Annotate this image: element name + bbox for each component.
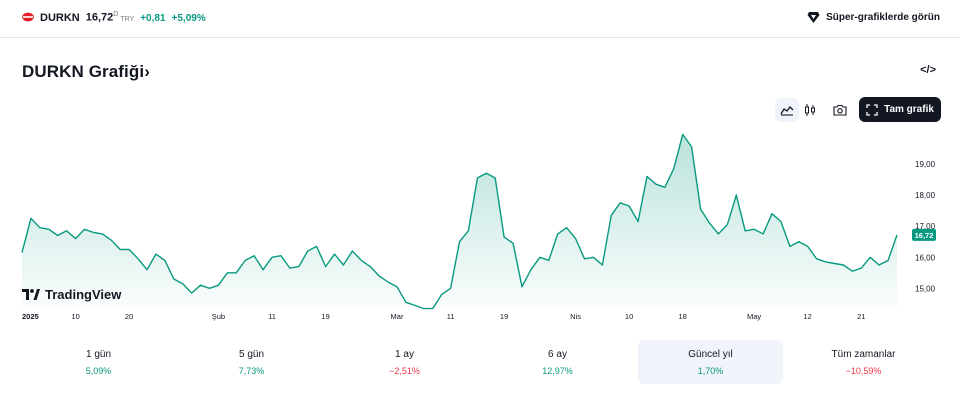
durkn-logo-icon	[22, 12, 34, 22]
x-tick-label: 10	[625, 312, 633, 321]
ticker-currency: TRY	[120, 16, 135, 23]
chevron-right-icon: ›	[144, 62, 150, 81]
y-tick-label: 16,00	[915, 253, 936, 262]
area-fill-path	[22, 134, 897, 309]
x-tick-label: 10	[71, 312, 79, 321]
area-chart-button[interactable]	[775, 98, 799, 122]
period-performance: 1 gün 5,09% 5 gün 7,73% 1 ay −2,51% 6 ay 12,97%…	[22, 340, 940, 384]
x-tick-label: 21	[857, 312, 865, 321]
candles-icon	[805, 104, 815, 116]
period-value: 5,09%	[85, 365, 112, 376]
period-item[interactable]: 6 ay 12,97%	[485, 340, 630, 384]
period-label: 1 ay	[395, 348, 414, 360]
camera-icon	[833, 104, 847, 116]
fullscreen-icon	[866, 103, 878, 116]
area-chart-icon	[780, 106, 794, 116]
period-value: 7,73%	[238, 365, 265, 376]
super-chart-link[interactable]: Süper-grafiklerde görün	[807, 11, 940, 24]
y-tick-label: 17,00	[915, 222, 936, 231]
ticker-change-abs: +0,81	[140, 13, 166, 24]
price-superscript: D	[113, 11, 119, 19]
page-title[interactable]: DURKN Grafiği›	[22, 62, 150, 82]
price-line	[21, 133, 898, 310]
area-fill	[22, 134, 897, 309]
x-tick-label: Nis	[570, 312, 581, 321]
y-tick-label: 15,00	[915, 284, 936, 293]
period-label: 6 ay	[548, 348, 567, 360]
top-bar: DURKN 16,72D TRY +0,81 +5,09% Süper-graf…	[0, 0, 960, 38]
price-chart[interactable]: 19,00 18,00 17,00 16,00 15,00 2025 10 20 Şub 11 1…	[0, 126, 960, 326]
tradingview-logo[interactable]: TradingView	[22, 287, 121, 302]
period-label: Güncel yıl	[688, 348, 733, 360]
period-label: 1 gün	[85, 348, 112, 360]
y-axis: 19,00 18,00 17,00 16,00 15,00	[915, 160, 936, 293]
price-line-path	[21, 133, 898, 310]
ticker-summary[interactable]: DURKN 16,72D TRY +0,81 +5,09%	[22, 11, 206, 24]
last-price-badge: 16,72	[912, 228, 936, 241]
x-tick-label: 19	[500, 312, 508, 321]
x-tick-label: 2025	[22, 312, 39, 321]
x-tick-label: 20	[125, 312, 133, 321]
ticker-symbol: DURKN	[40, 12, 80, 24]
last-price-badge-bg	[912, 228, 936, 241]
super-chart-label: Süper-grafiklerde görün	[826, 12, 940, 23]
period-value: 1,70%	[697, 365, 724, 376]
full-chart-button[interactable]: Tam grafik	[859, 97, 941, 122]
tradingview-wordmark: TradingView	[45, 287, 122, 302]
x-tick-label: Mar	[391, 312, 404, 321]
y-tick-label: 19,00	[915, 160, 936, 169]
x-tick-label: 18	[679, 312, 687, 321]
tradingview-icon	[22, 289, 40, 300]
period-value: 12,97%	[542, 365, 573, 376]
ticker-change-pct: +5,09%	[171, 13, 206, 24]
period-label: Tüm zamanlar	[831, 348, 896, 360]
x-axis: 2025 10 20 Şub 11 19 Mar 11 19 Nis 10 18 May 12 21	[22, 312, 865, 321]
period-item[interactable]: 5 gün 7,73%	[179, 340, 324, 384]
snapshot-button[interactable]	[828, 98, 852, 122]
period-value: −2,51%	[389, 365, 420, 376]
x-tick-label: 11	[447, 312, 455, 321]
x-tick-label: Şub	[212, 312, 225, 321]
x-tick-label: 19	[321, 312, 329, 321]
period-item[interactable]: Tüm zamanlar −10,59%	[791, 340, 936, 384]
diamond-icon	[807, 12, 820, 23]
ticker-price-value: 16,72	[85, 12, 114, 24]
period-value: −10,59%	[845, 365, 882, 376]
x-tick-label: May	[747, 312, 761, 321]
y-tick-label: 18,00	[915, 191, 936, 200]
period-item[interactable]: 1 gün 5,09%	[26, 340, 171, 384]
x-tick-label: 12	[804, 312, 812, 321]
ticker-price: 16,72D	[86, 11, 119, 24]
period-label: 5 gün	[238, 348, 265, 360]
last-price-label: 16,72	[915, 231, 934, 240]
full-chart-label: Tam grafik	[884, 104, 934, 115]
page-title-text: DURKN Grafiği	[22, 62, 145, 81]
period-item[interactable]: 1 ay −2,51%	[332, 340, 477, 384]
period-item[interactable]: Güncel yıl 1,70%	[638, 340, 783, 384]
candles-button[interactable]	[798, 98, 822, 122]
embed-code-icon[interactable]: </>	[920, 64, 936, 76]
x-tick-label: 11	[268, 312, 276, 321]
